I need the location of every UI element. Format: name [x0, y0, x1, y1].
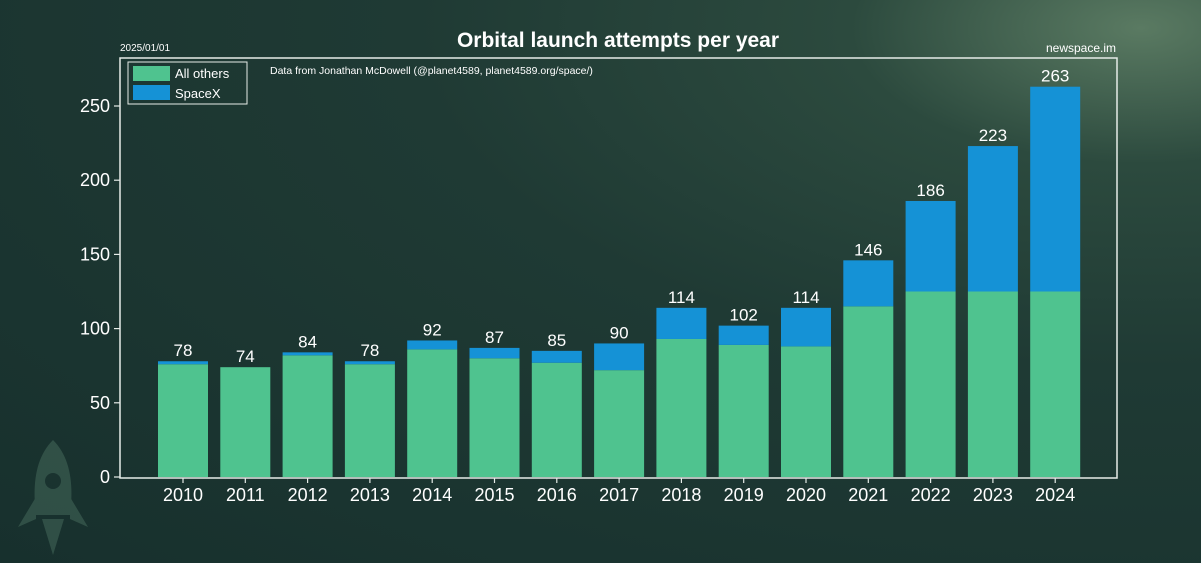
- site-label: newspace.im: [1046, 41, 1116, 55]
- x-tick-label: 2013: [350, 485, 390, 505]
- data-label-2024: 263: [1041, 67, 1069, 86]
- bar-spacex-2015: [469, 347, 520, 359]
- chart-title: Orbital launch attempts per year: [457, 29, 779, 52]
- x-tick-label: 2024: [1035, 485, 1075, 505]
- data-label-2010: 78: [174, 341, 193, 360]
- x-tick-label: 2017: [599, 485, 639, 505]
- x-tick-label: 2012: [288, 485, 328, 505]
- bar-spacex-2016: [531, 350, 582, 363]
- data-label-2015: 87: [485, 328, 504, 347]
- data-label-2017: 90: [610, 323, 629, 342]
- data-label-2016: 85: [547, 331, 566, 350]
- bar-spacex-2020: [781, 307, 831, 347]
- x-tick-label: 2018: [661, 485, 701, 505]
- bar-group-2022: 186: [905, 181, 956, 477]
- bar-spacex-2010: [158, 361, 208, 365]
- bar-spacex-2014: [407, 340, 458, 350]
- bar-others-2012: [282, 355, 333, 477]
- y-tick-label: 250: [80, 96, 110, 116]
- bar-group-2013: 78: [344, 341, 395, 477]
- bar-group-2015: 87: [469, 328, 520, 477]
- x-tick-label: 2014: [412, 485, 452, 505]
- legend-label-others: All others: [175, 66, 230, 81]
- bar-group-2023: 223: [967, 126, 1018, 477]
- bar-group-2011: 74: [220, 347, 271, 477]
- x-tick-label: 2016: [537, 485, 577, 505]
- x-tick-label: 2020: [786, 485, 826, 505]
- bar-group-2018: 114: [656, 288, 707, 477]
- y-axis: 0 50 100 150 200 250: [80, 96, 120, 487]
- bar-others-2011: [220, 367, 271, 477]
- data-label-2020: 114: [792, 288, 819, 307]
- bar-group-2012: 84: [282, 332, 333, 477]
- x-tick-label: 2022: [911, 485, 951, 505]
- rocket-icon: [18, 440, 88, 555]
- chart-subtitle: Data from Jonathan McDowell (@planet4589…: [270, 65, 593, 77]
- bar-group-2017: 90: [594, 323, 645, 477]
- y-tick-label: 0: [100, 467, 110, 487]
- bar-others-2015: [469, 358, 520, 477]
- bar-others-2014: [407, 349, 458, 477]
- bar-spacex-2018: [656, 307, 707, 339]
- bar-others-2021: [843, 306, 894, 477]
- bar-group-2010: 78: [158, 341, 208, 477]
- bar-others-2023: [967, 291, 1018, 477]
- x-tick-label: 2019: [724, 485, 764, 505]
- bar-group-2014: 92: [407, 320, 458, 477]
- x-tick-label: 2015: [474, 485, 514, 505]
- legend-swatch-spacex: [133, 85, 170, 100]
- bar-others-2018: [656, 338, 707, 477]
- y-tick-label: 150: [80, 244, 110, 264]
- x-tick-label: 2011: [226, 485, 265, 505]
- legend-label-spacex: SpaceX: [175, 86, 221, 101]
- bar-spacex-2012: [282, 352, 333, 356]
- bar-group-2021: 146: [843, 240, 894, 477]
- y-tick-label: 200: [80, 170, 110, 190]
- bar-spacex-2013: [344, 361, 395, 365]
- bar-group-2020: 114: [781, 288, 831, 477]
- data-label-2023: 223: [979, 126, 1007, 145]
- data-label-2021: 146: [854, 240, 882, 259]
- y-tick-label: 50: [90, 393, 110, 413]
- legend: All others SpaceX: [127, 61, 248, 105]
- bar-spacex-2021: [843, 260, 894, 307]
- bar-group-2024: 263: [1030, 67, 1081, 477]
- legend-frame: [127, 61, 248, 105]
- bars: 78 74 84 78 92 87 85 90 114 102 114 146 186 223 263: [158, 67, 1081, 477]
- bar-others-2024: [1030, 291, 1081, 477]
- data-label-2022: 186: [916, 181, 944, 200]
- data-label-2019: 102: [730, 306, 758, 325]
- bar-others-2022: [905, 291, 956, 477]
- bar-spacex-2024: [1030, 86, 1081, 292]
- data-label-2011: 74: [236, 347, 255, 366]
- bar-others-2016: [531, 362, 582, 477]
- x-axis: 2010 2011 2012 2013 2014 2015 2016 2017 2018 2019…: [163, 478, 1075, 505]
- legend-swatch-others: [133, 66, 170, 81]
- data-label-2014: 92: [423, 320, 442, 339]
- bar-spacex-2022: [905, 200, 956, 292]
- bar-spacex-2017: [594, 343, 645, 371]
- date-label: 2025/01/01: [120, 43, 170, 54]
- data-label-2018: 114: [668, 288, 695, 307]
- bar-others-2017: [594, 370, 645, 477]
- x-tick-label: 2010: [163, 485, 203, 505]
- bar-others-2013: [344, 364, 395, 477]
- bar-others-2019: [718, 344, 769, 477]
- bar-others-2020: [781, 346, 831, 477]
- x-tick-label: 2021: [848, 485, 888, 505]
- bar-spacex-2019: [718, 325, 769, 345]
- data-label-2012: 84: [298, 332, 317, 351]
- x-tick-label: 2023: [973, 485, 1013, 505]
- y-tick-label: 100: [80, 319, 110, 339]
- data-label-2013: 78: [360, 341, 379, 360]
- bar-others-2010: [158, 364, 208, 477]
- bar-spacex-2023: [967, 146, 1018, 292]
- bar-group-2016: 85: [531, 331, 582, 477]
- bar-group-2019: 102: [718, 306, 769, 477]
